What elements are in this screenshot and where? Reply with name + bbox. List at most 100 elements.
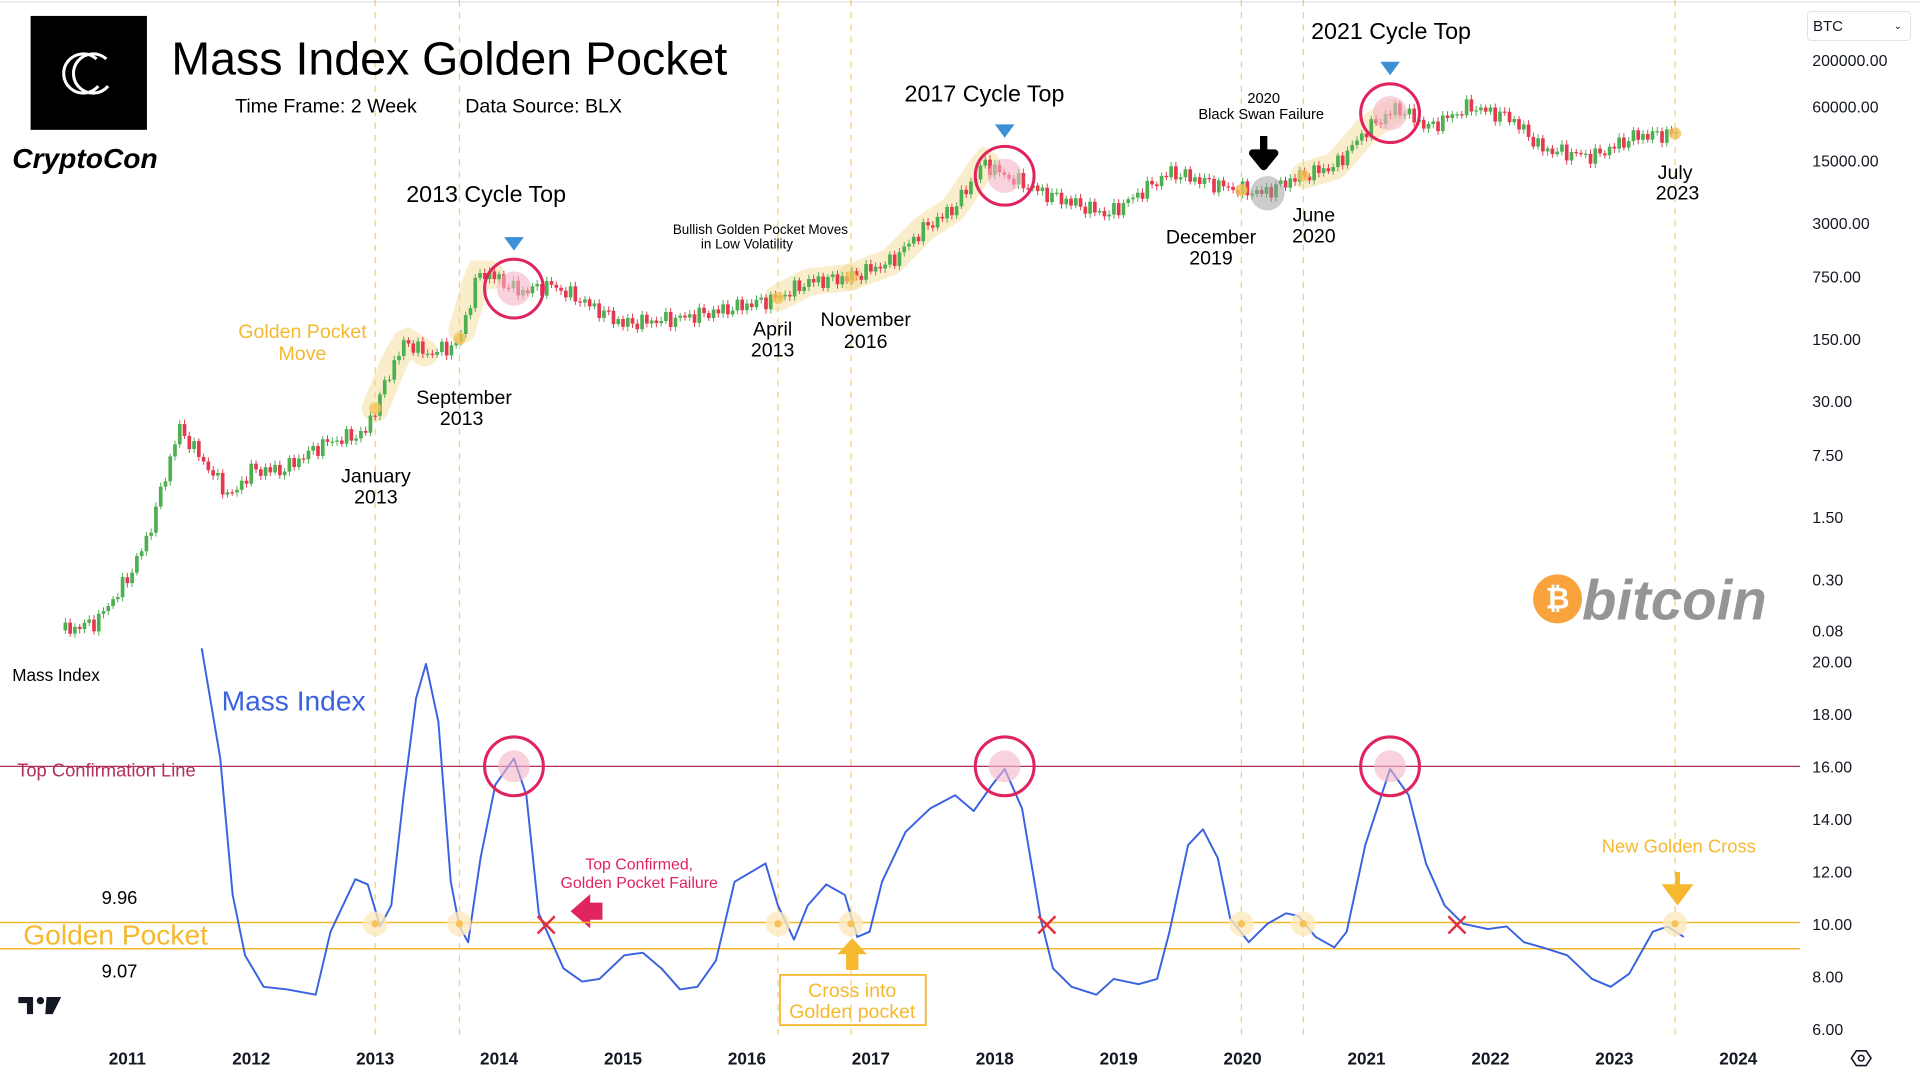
top-circle-icon <box>1359 735 1421 798</box>
candle <box>1560 144 1564 152</box>
svg-text:2020: 2020 <box>1292 225 1336 247</box>
candle <box>287 458 292 472</box>
mass-index-title: Mass Index <box>222 685 366 716</box>
price-candles <box>63 94 1679 638</box>
candle <box>392 360 397 380</box>
mass-index-pane <box>0 648 1800 996</box>
candle <box>945 206 949 219</box>
symbol-select[interactable]: BTC ⌄ <box>1807 11 1911 41</box>
candle <box>301 458 306 460</box>
year-tick-label: 2017 <box>852 1048 890 1068</box>
svg-text:2013: 2013 <box>440 408 484 430</box>
candle <box>1231 186 1235 190</box>
candle <box>273 464 277 473</box>
candle <box>640 314 644 330</box>
candle <box>549 281 554 285</box>
candle <box>139 551 144 557</box>
time-axis[interactable]: 2011 2012 2013 2014 2015 2016 2017 2018 2019 2020… <box>109 1048 1758 1068</box>
year-tick-label: 2015 <box>604 1048 643 1068</box>
candle <box>239 480 244 490</box>
top-circle-icon <box>483 257 545 320</box>
triangle-down-icon <box>994 124 1015 138</box>
candle <box>1483 107 1488 112</box>
candle <box>687 314 692 318</box>
candle <box>664 312 668 322</box>
arrow-down-icon <box>1661 872 1694 906</box>
candle <box>111 599 115 607</box>
candle <box>106 606 111 612</box>
candle <box>1455 114 1459 116</box>
year-tick-label: 2024 <box>1719 1048 1758 1068</box>
candle <box>873 266 878 272</box>
candle <box>292 458 296 468</box>
year-tick-label: 2016 <box>728 1048 766 1068</box>
candle <box>1517 119 1521 130</box>
price-tick-label: 1.50 <box>1812 510 1843 527</box>
annotation-2021-top: 2021 Cycle Top <box>1311 18 1471 44</box>
failure-x-icon <box>536 915 556 935</box>
annotation-top-confirmed: Top Confirmed, <box>585 857 693 874</box>
svg-text:Golden pocket: Golden pocket <box>789 1001 916 1023</box>
candle <box>1183 169 1188 178</box>
candle <box>1474 110 1478 112</box>
candle <box>96 613 101 632</box>
candle <box>473 277 478 309</box>
candle <box>625 318 630 327</box>
candle <box>135 556 139 573</box>
settings-icon[interactable] <box>1850 1050 1872 1067</box>
candle <box>177 424 182 445</box>
candle <box>316 446 320 456</box>
candle <box>1498 111 1502 122</box>
candle <box>344 429 349 444</box>
candle <box>454 342 459 346</box>
candle <box>216 472 220 476</box>
candle <box>611 310 616 325</box>
price-axis[interactable]: 200000.00 60000.00 15000.00 3000.00 750.00 15… <box>1812 53 1887 1039</box>
candle <box>1579 152 1583 155</box>
candle <box>115 597 120 600</box>
candle <box>573 286 578 302</box>
candle <box>1102 210 1107 217</box>
candle <box>1073 198 1078 206</box>
candle <box>1583 153 1588 156</box>
candle <box>330 441 335 443</box>
svg-text:9.96: 9.96 <box>102 887 138 908</box>
candle <box>297 458 301 468</box>
candle <box>1426 123 1431 129</box>
candle <box>1479 107 1483 111</box>
bitcoin-watermark: ₿ bitcoin <box>1533 569 1767 632</box>
candle <box>911 236 916 244</box>
candle <box>1021 173 1026 189</box>
candle <box>892 254 897 266</box>
candle <box>1059 192 1064 205</box>
year-tick-label: 2012 <box>232 1048 270 1068</box>
candle <box>735 299 740 311</box>
candle <box>1154 184 1159 187</box>
candle <box>921 222 926 242</box>
candle <box>1035 185 1040 192</box>
golden-cross-dot <box>844 270 858 284</box>
mass-index-tick-label: 8.00 <box>1812 969 1843 986</box>
candle <box>1336 155 1340 168</box>
candle <box>77 626 82 630</box>
candle <box>616 319 621 325</box>
candle <box>821 276 826 288</box>
svg-text:June: June <box>1293 205 1336 227</box>
candle <box>354 438 358 441</box>
candle <box>606 310 611 312</box>
candle <box>1617 137 1621 149</box>
candle <box>435 351 439 355</box>
svg-text:September: September <box>416 387 512 409</box>
candle <box>1512 119 1517 123</box>
candle <box>1450 114 1455 119</box>
price-tick-label: 7.50 <box>1812 448 1843 465</box>
tradingview-logo <box>18 996 62 1015</box>
candle <box>235 489 239 493</box>
candle <box>897 252 902 266</box>
candle <box>716 309 721 314</box>
candle <box>1317 165 1321 174</box>
candle <box>225 492 230 495</box>
candle <box>430 353 435 355</box>
candle <box>168 456 173 482</box>
candle <box>1164 175 1169 178</box>
